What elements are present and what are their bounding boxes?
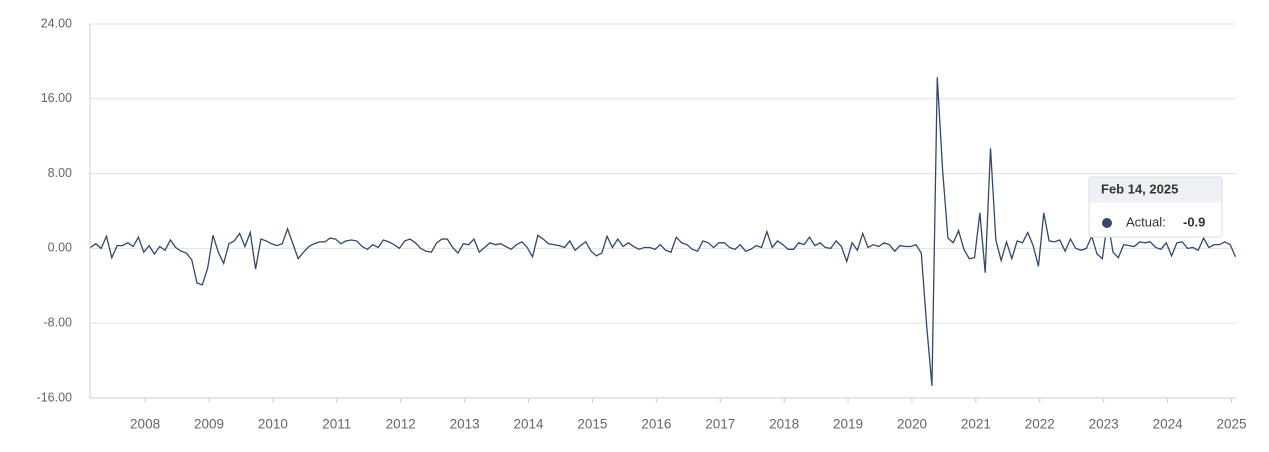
x-tick-label: 2018 bbox=[769, 417, 799, 432]
y-tick-label: -8.00 bbox=[44, 315, 73, 329]
y-tick-label: 0.00 bbox=[48, 241, 72, 255]
x-tick-label: 2008 bbox=[130, 417, 160, 432]
tooltip-marker bbox=[1102, 218, 1112, 228]
tooltip-header bbox=[1089, 177, 1222, 203]
x-tick-label: 2015 bbox=[577, 417, 607, 432]
y-tick-label: -16.00 bbox=[37, 390, 72, 404]
x-tick-label: 2020 bbox=[897, 417, 927, 432]
data-line bbox=[90, 77, 1237, 386]
x-tick-label: 2014 bbox=[513, 417, 544, 432]
x-tick-label: 2009 bbox=[194, 417, 224, 432]
y-tick-label: 8.00 bbox=[48, 166, 72, 180]
x-tick-label: 2016 bbox=[641, 417, 671, 432]
x-tick-label: 2023 bbox=[1089, 417, 1119, 432]
x-tick-label: 2011 bbox=[322, 417, 351, 432]
y-tick-label: 16.00 bbox=[41, 91, 72, 105]
tooltip-value: -0.9 bbox=[1183, 214, 1205, 229]
tooltip-label: Actual: bbox=[1126, 214, 1166, 229]
x-tick-label: 2019 bbox=[833, 417, 863, 432]
x-tick-label: 2025 bbox=[1216, 417, 1246, 432]
x-tick-label: 2017 bbox=[705, 417, 735, 432]
x-tick-label: 2024 bbox=[1153, 417, 1184, 432]
x-tick-label: 2021 bbox=[961, 417, 991, 432]
x-tick-label: 2022 bbox=[1025, 417, 1055, 432]
x-tick-label: 2010 bbox=[258, 417, 288, 432]
x-tick-label: 2012 bbox=[386, 417, 416, 432]
y-tick-label: 24.00 bbox=[41, 16, 72, 30]
x-tick-label: 2013 bbox=[450, 417, 480, 432]
tooltip-date: Feb 14, 2025 bbox=[1101, 181, 1178, 196]
